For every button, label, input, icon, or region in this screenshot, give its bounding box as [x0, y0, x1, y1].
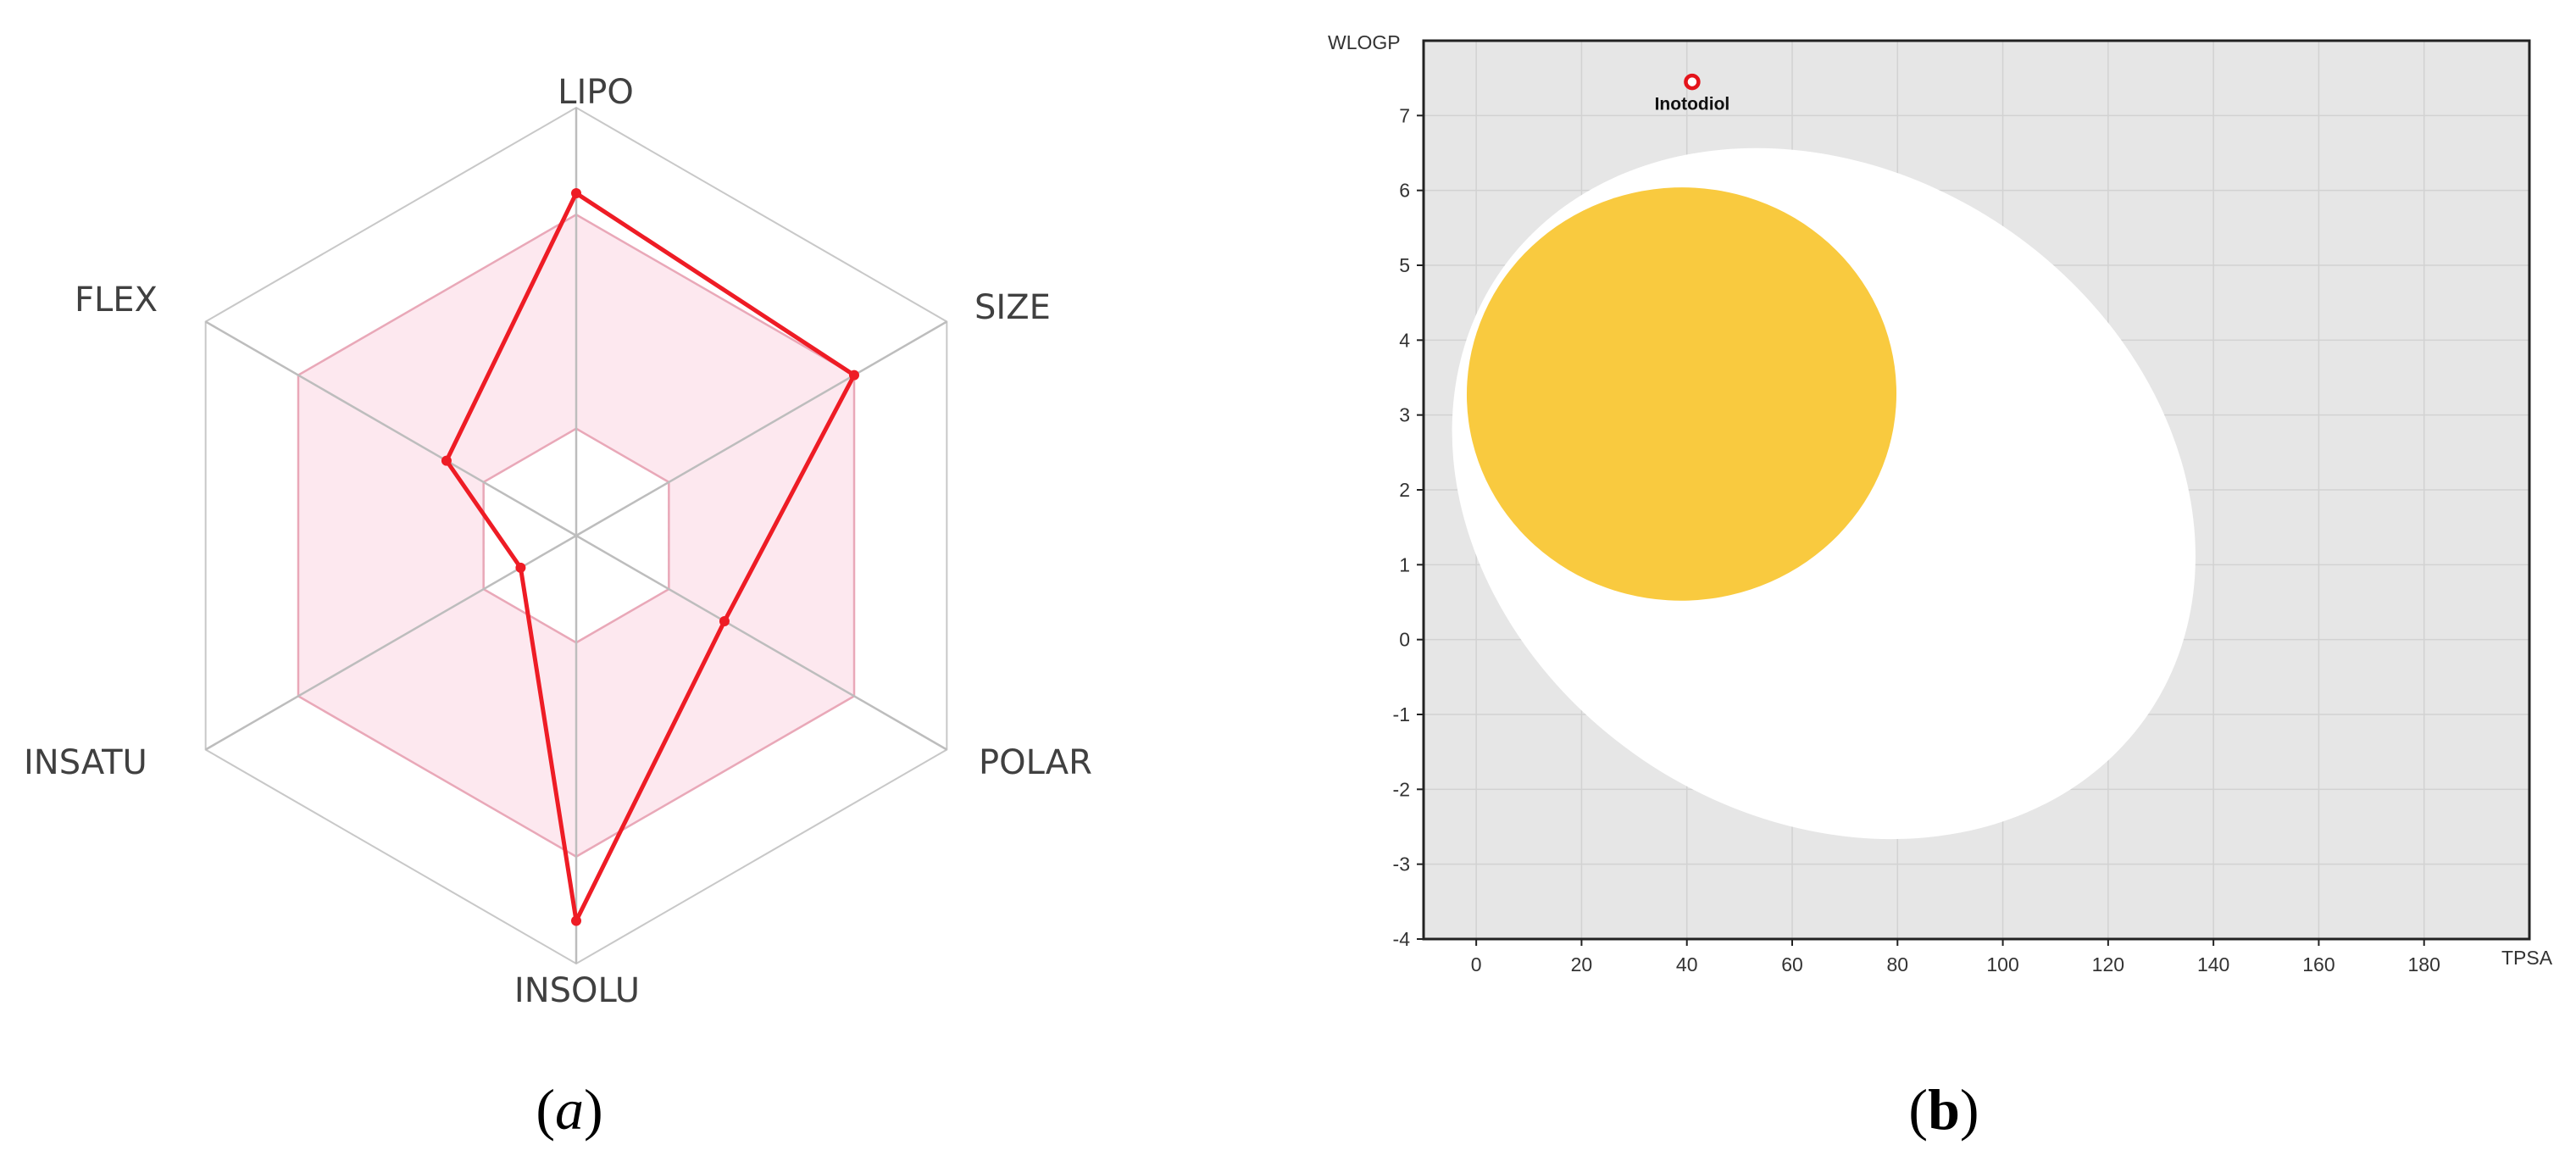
radar-point-size	[849, 370, 860, 381]
radar-point-flex	[441, 455, 452, 466]
molecule-marker	[1684, 73, 1701, 91]
x-tick-label-0: 0	[1471, 953, 1482, 975]
y-tick-label-6: 2	[1399, 479, 1410, 501]
egg-yolk-region	[1466, 187, 1897, 601]
radar-axis-labels: LIPO SIZE POLAR INSOLU INSATU FLEX	[24, 73, 1092, 1010]
x-tick-label-2: 40	[1676, 953, 1698, 975]
y-tick-label-1: -3	[1393, 853, 1410, 875]
x-tick-label-1: 20	[1571, 953, 1593, 975]
x-tick-label-5: 100	[1986, 953, 2018, 975]
y-tick-label-7: 3	[1399, 404, 1410, 426]
radar-point-polar	[719, 616, 730, 626]
y-tick-label-2: -2	[1393, 778, 1410, 800]
panel-caption-a: (a)	[536, 1077, 602, 1142]
radar-axis-label-polar: POLAR	[979, 743, 1092, 782]
molecule-points: Inotodiol	[1655, 73, 1730, 114]
radar-axis-label-size: SIZE	[974, 288, 1051, 327]
x-tick-label-4: 80	[1886, 953, 1908, 975]
radar-spoke-size	[575, 320, 947, 537]
x-tick-label-8: 160	[2302, 953, 2334, 975]
molecule-label: Inotodiol	[1655, 95, 1730, 114]
radar-spoke-insatu	[205, 534, 577, 751]
radar-spokes	[205, 108, 947, 964]
radar-chart: LIPO SIZE POLAR INSOLU INSATU FLEX	[24, 73, 1092, 1010]
radar-point-insatu	[515, 562, 526, 573]
radar-point-insolu	[571, 915, 581, 926]
y-tick-label-8: 4	[1399, 329, 1410, 351]
y-tick-label-5: 1	[1399, 553, 1410, 575]
radar-axis-label-insolu: INSOLU	[514, 971, 640, 1010]
panel-caption-b: (b)	[1908, 1077, 1979, 1142]
x-tick-label-3: 60	[1781, 953, 1803, 975]
y-tick-label-11: 7	[1399, 104, 1410, 126]
y-tick-labels: -4 -3 -2 -1 0 1 2 3 4 5 6 7	[1393, 104, 1424, 950]
x-tick-label-7: 140	[2197, 953, 2229, 975]
radar-axis-label-flex: FLEX	[75, 281, 158, 320]
y-tick-label-4: 0	[1399, 629, 1410, 651]
radar-axis-label-lipo: LIPO	[558, 73, 634, 112]
boiled-egg-plot: 0 20 40 60 80 100 120 140 160 180 -4 -3 -2 -1 0 1 2 3 4 5 6…	[1328, 31, 2553, 975]
y-axis-title: WLOGP	[1328, 31, 1401, 53]
x-axis-title: TPSA	[2501, 947, 2553, 969]
y-tick-label-3: -1	[1393, 703, 1410, 725]
radar-axis-label-insatu: INSATU	[24, 743, 147, 782]
radar-spoke-polar	[575, 534, 947, 751]
x-tick-label-9: 180	[2408, 953, 2440, 975]
y-tick-label-0: -4	[1393, 928, 1411, 950]
radar-series-points	[441, 188, 860, 926]
y-tick-label-9: 5	[1399, 254, 1410, 276]
radar-point-lipo	[571, 188, 581, 198]
y-tick-label-10: 6	[1399, 180, 1410, 202]
x-tick-labels: 0 20 40 60 80 100 120 140 160 180	[1471, 939, 2440, 975]
molecule-point-0: Inotodiol	[1655, 73, 1730, 114]
x-tick-label-6: 120	[2092, 953, 2124, 975]
radar-spoke-flex	[205, 320, 577, 537]
